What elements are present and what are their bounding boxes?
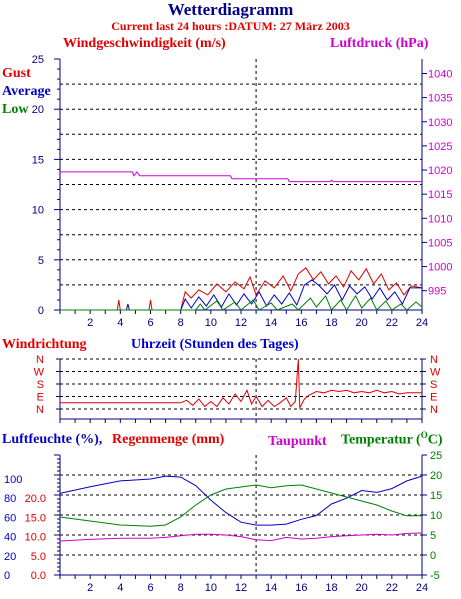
- pressure-y-tick-label: 1030: [428, 117, 452, 129]
- temperature-y-tick-label: 20: [430, 470, 442, 482]
- wind-y-tick-label: 25: [32, 54, 44, 66]
- humidity-y-tick-label: 60: [4, 512, 16, 524]
- rain-y-tick-label: 10.0: [25, 532, 46, 544]
- climate-chart-x-tick-label: 24: [416, 582, 428, 594]
- wind-chart-x-tick-label: 4: [117, 317, 123, 329]
- series-luftdruck: [60, 171, 422, 183]
- series-average: [60, 279, 422, 311]
- climate-chart-x-tick-label: 10: [205, 582, 217, 594]
- temperature-y-tick-label: 5: [430, 530, 436, 542]
- series-luftfeuchte: [59, 475, 423, 526]
- pressure-y-tick-label: 1015: [428, 189, 452, 201]
- direction-y-tick-label: E: [37, 392, 44, 404]
- climate-chart-x-tick-label: 18: [325, 582, 337, 594]
- legend-average: Average: [2, 84, 51, 99]
- climate-chart-x-tick-label: 6: [147, 582, 153, 594]
- wind-chart-x-tick-label: 16: [295, 317, 307, 329]
- wind-y-tick-label: 10: [32, 205, 44, 217]
- climate-chart-x-tick-label: 14: [265, 582, 277, 594]
- temperature-y-tick-label: 10: [430, 510, 442, 522]
- humidity-y-tick-label: 80: [4, 493, 16, 505]
- climate-chart-x-tick-label: 4: [117, 582, 123, 594]
- wind-chart-x-tick-label: 10: [205, 317, 217, 329]
- wind-chart-x-tick-label: 12: [235, 317, 247, 329]
- rain-y-tick-label: 15.0: [25, 512, 46, 524]
- climate-chart-x-tick-label: 8: [178, 582, 184, 594]
- series-wind-direction: [60, 358, 422, 410]
- humidity-y-tick-label: 100: [4, 474, 22, 486]
- climate-chart-x-tick-label: 12: [235, 582, 247, 594]
- page-title: Wetterdiagramm: [167, 0, 294, 19]
- pressure-y-tick-label: 1010: [428, 213, 452, 225]
- wind-y-tick-label: 15: [32, 154, 44, 166]
- direction-y-tick-label: N: [430, 404, 438, 416]
- temperature-y-tick-label: 15: [430, 490, 442, 502]
- direction-y-tick-label: N: [36, 404, 44, 416]
- wind-chart-x-tick-label: 22: [386, 317, 398, 329]
- temperature-unit-end: C): [427, 432, 443, 448]
- humidity-y-tick-label: 40: [4, 532, 16, 544]
- temperature-y-tick-label: -5: [430, 570, 440, 582]
- climate-chart-x-tick-label: 20: [356, 582, 368, 594]
- temperature-y-tick-label: 0: [430, 550, 436, 562]
- direction-y-tick-label: W: [34, 367, 45, 379]
- pressure-y-tick-label: 1020: [428, 165, 452, 177]
- temperature-unit-degree: O: [420, 430, 428, 440]
- rain-y-tick-label: 0.0: [31, 570, 46, 582]
- humidity-y-tick-label: 20: [4, 551, 16, 563]
- humidity-y-tick-label: 0: [4, 570, 10, 582]
- series-low: [60, 294, 423, 311]
- wind-direction-label: Windrichtung: [2, 337, 87, 352]
- wind-speed-axis-label: Windgeschwindigkeit (m/s): [63, 36, 226, 51]
- climate-chart-x-tick-label: 22: [386, 582, 398, 594]
- wind-chart-x-tick-label: 14: [265, 317, 277, 329]
- temperature-label: Temperatur (OC): [341, 430, 443, 449]
- pressure-y-tick-label: 1025: [428, 141, 452, 153]
- direction-y-tick-label: E: [430, 392, 437, 404]
- wind-chart-x-tick-label: 20: [356, 317, 368, 329]
- dewpoint-label: Taupunkt: [268, 434, 327, 449]
- series-temperatur: [59, 484, 422, 527]
- direction-y-tick-label: S: [430, 379, 437, 391]
- series-taupunkt: [59, 532, 423, 542]
- wind-chart-x-tick-label: 6: [147, 317, 153, 329]
- legend-gust: Gust: [2, 66, 31, 81]
- pressure-y-tick-label: 995: [428, 286, 446, 298]
- rain-y-tick-label: 20.0: [25, 493, 46, 505]
- wind-y-tick-label: 5: [38, 255, 44, 267]
- wind-chart-x-tick-label: 24: [416, 317, 428, 329]
- climate-chart-x-tick-label: 16: [295, 582, 307, 594]
- pressure-y-tick-label: 1035: [428, 93, 452, 105]
- direction-y-tick-label: N: [36, 354, 44, 366]
- wind-chart-x-tick-label: 2: [87, 317, 93, 329]
- legend-low: Low: [2, 102, 29, 117]
- wind-chart-x-tick-label: 8: [178, 317, 184, 329]
- temperature-y-tick-label: 25: [430, 450, 442, 462]
- direction-y-tick-label: W: [430, 367, 441, 379]
- climate-chart-x-tick-label: 2: [87, 582, 93, 594]
- page-subtitle: Current last 24 hours :DATUM: 27 März 20…: [111, 19, 350, 33]
- humidity-label: Luftfeuchte (%),: [2, 432, 103, 447]
- rain-label: Regenmenge (mm): [112, 432, 225, 447]
- pressure-y-tick-label: 1005: [428, 237, 452, 249]
- rain-y-tick-label: 5.0: [31, 551, 46, 563]
- pressure-y-tick-label: 1040: [428, 68, 452, 80]
- pressure-axis-label: Luftdruck (hPa): [330, 36, 429, 51]
- wind-chart-x-tick-label: 18: [325, 317, 337, 329]
- wind-y-tick-label: 20: [32, 104, 44, 116]
- wind-y-tick-label: 0: [38, 305, 44, 317]
- time-axis-label: Uhrzeit (Stunden des Tages): [131, 337, 299, 352]
- pressure-y-tick-label: 1000: [428, 262, 452, 274]
- direction-y-tick-label: S: [37, 379, 44, 391]
- series-gust: [60, 267, 423, 311]
- direction-y-tick-label: N: [430, 354, 438, 366]
- temperature-label-text: Temperatur (: [341, 432, 421, 448]
